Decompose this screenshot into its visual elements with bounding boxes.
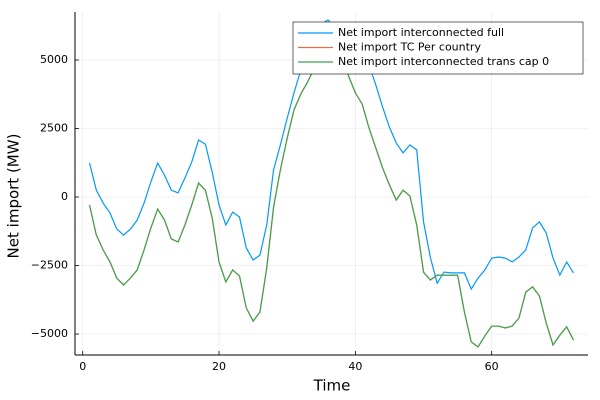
y-axis-label: Net import (MW) xyxy=(5,134,23,259)
legend-label: Net import TC Per country xyxy=(338,41,481,54)
x-tick-label: 40 xyxy=(348,360,362,373)
y-tick-label: −5000 xyxy=(31,327,68,340)
legend-label: Net import interconnected trans cap 0 xyxy=(338,55,549,68)
series-line xyxy=(88,39,575,348)
x-tick-label: 20 xyxy=(212,360,226,373)
legend-label: Net import interconnected full xyxy=(338,26,504,39)
x-axis-label: Time xyxy=(313,377,351,395)
y-tick-label: 0 xyxy=(61,190,68,203)
y-tick-label: −2500 xyxy=(31,259,68,272)
x-tick-label: 60 xyxy=(485,360,499,373)
series-line xyxy=(88,39,575,348)
y-tick-label: 2500 xyxy=(40,122,68,135)
legend-box xyxy=(292,21,584,75)
y-tick-label: 5000 xyxy=(40,53,68,66)
x-tick-label: 0 xyxy=(79,360,86,373)
